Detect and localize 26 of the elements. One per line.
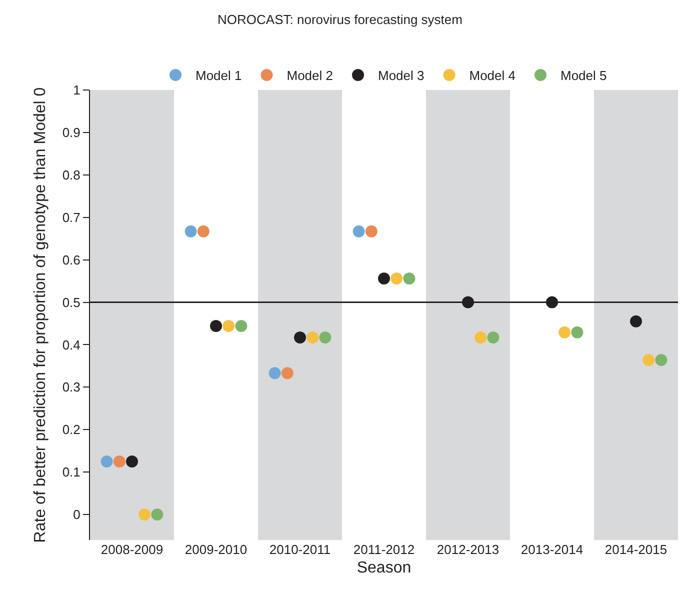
y-tick-label: 0.9 (62, 125, 80, 140)
y-tick-label: 0.3 (62, 380, 80, 395)
legend-label: Model 3 (378, 68, 424, 84)
legend-label: Model 5 (560, 68, 607, 84)
y-tick-label: 0.1 (62, 464, 80, 480)
legend-label: Model 4 (469, 68, 516, 84)
x-tick-label: 2010-2011 (269, 542, 331, 557)
chart-title: NOROCAST: norovirus forecasting system (218, 12, 462, 28)
y-axis-title: Rate of better prediction for proportion of genotype than Model 0 (32, 87, 50, 543)
legend-label: Model 1 (196, 68, 242, 84)
y-tick-label: 1 (73, 82, 80, 98)
y-tick-label: 0.5 (62, 294, 80, 310)
x-tick-label: 2014-2015 (604, 542, 668, 557)
y-tick-label: 0.6 (62, 252, 80, 268)
x-axis-title: Season (356, 560, 412, 577)
x-tick-label: 2012-2013 (436, 542, 500, 557)
legend-label: Model 2 (286, 68, 333, 84)
y-tick-label: 0.4 (62, 337, 80, 352)
x-tick-label: 2013-2014 (520, 542, 584, 557)
y-tick-label: 0.2 (62, 422, 80, 438)
y-tick-label: 0.7 (62, 210, 80, 225)
x-tick-label: 2008-2009 (100, 542, 164, 557)
x-tick-label: 2011-2012 (353, 542, 415, 557)
y-tick-label: 0.8 (62, 167, 80, 182)
y-tick-label: 0 (73, 507, 80, 522)
x-tick-label: 2009-2010 (184, 542, 248, 557)
